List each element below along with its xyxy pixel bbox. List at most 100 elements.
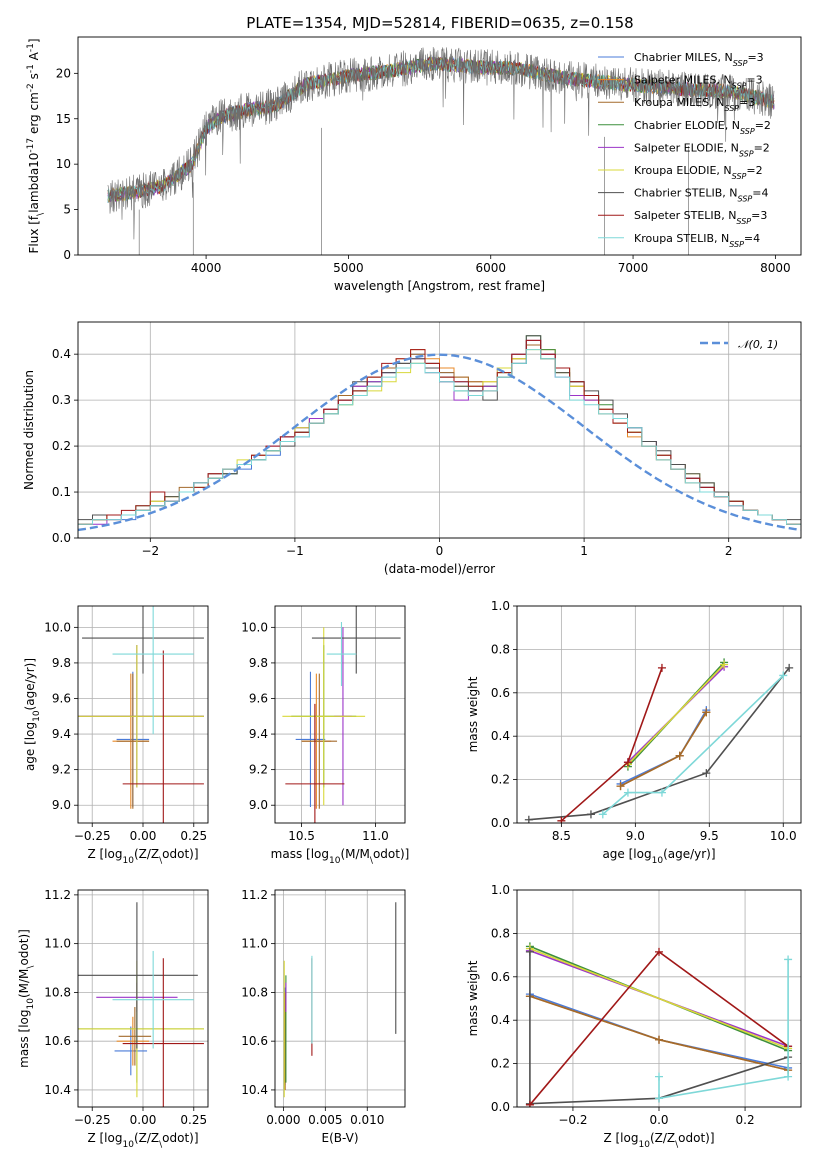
tick-label-y: 0.2	[491, 1057, 510, 1071]
weight-marker	[598, 810, 607, 819]
tick-label-x: 8.5	[552, 829, 571, 843]
legend-label: Chabrier MILES, NSSP=3	[634, 51, 764, 68]
tick-label-y: 0.2	[491, 773, 510, 787]
tick-label-y: 10	[56, 157, 71, 171]
tick-label-y: 9.8	[52, 656, 71, 670]
weight-marker	[616, 782, 625, 791]
legend-label: Chabrier ELODIE, NSSP=2	[634, 119, 771, 136]
x-axis-label: wavelength [Angstrom, rest frame]	[334, 279, 545, 293]
tick-label-y: 15	[56, 112, 71, 126]
tick-label-y: 0.6	[491, 970, 510, 984]
axes-frame	[77, 605, 209, 824]
tick-label-y: 0.8	[491, 642, 510, 656]
tick-label-x: 8000	[760, 261, 791, 275]
weight-marker	[655, 1035, 663, 1044]
tick-label-y: 0.6	[491, 686, 510, 700]
spectrum-legend: Chabrier MILES, NSSP=3 Salpeter MILES, NS…	[598, 51, 771, 248]
tick-label-y: 9.0	[249, 798, 268, 812]
errorbar-point	[116, 673, 150, 809]
tick-label-y: 9.4	[249, 727, 268, 741]
x-axis-label: (data-model)/error	[384, 562, 495, 576]
tick-label-x: 0	[436, 544, 444, 558]
tick-label-y: 0.4	[491, 1013, 510, 1027]
weight-marker	[655, 1072, 663, 1081]
histogram-series	[78, 349, 801, 538]
tick-label-x: 0.005	[308, 1113, 342, 1127]
y-axis-label: mass weight	[466, 960, 480, 1036]
tick-label-y: 10.4	[241, 1083, 268, 1097]
y-axis-label: mass [log10(M/M\odot)]	[17, 929, 36, 1068]
weight-marker	[702, 769, 711, 778]
weight-marker	[779, 671, 788, 680]
weight-marker	[675, 751, 684, 760]
errorbar-point	[114, 1026, 148, 1076]
axes-frame	[274, 605, 406, 824]
figure-title: PLATE=1354, MJD=52814, FIBERID=0635, z=0…	[246, 14, 633, 32]
metallicity-mass-panel: −0.25 0.00 0.25 10.4 10.6 10.8 11.0 11.2 Z [log1…	[17, 888, 209, 1150]
weight-series-line	[528, 667, 790, 821]
tick-label-y: 0.2	[52, 439, 71, 453]
legend-label: Kroupa ELODIE, NSSP=2	[634, 164, 763, 181]
weight-series-line	[627, 664, 725, 765]
tick-label-y: 11.0	[241, 937, 268, 951]
tick-label-y: 9.0	[52, 798, 71, 812]
weight-marker	[702, 708, 711, 717]
mass-age-panel: 10.5 11.0 9.0 9.2 9.4 9.6 9.8 10.0 mass [log10(M…	[241, 605, 409, 866]
tick-label-y: 0.0	[52, 531, 71, 545]
errorbar-point	[285, 703, 345, 823]
tick-label-y: 10.6	[44, 1034, 71, 1048]
tick-label-x: −1	[286, 544, 304, 558]
normal-curve	[78, 353, 801, 532]
weight-marker	[655, 1094, 663, 1103]
tick-label-y: 10.6	[241, 1034, 268, 1048]
tick-label-x: 0.00	[130, 1113, 157, 1127]
axes-frame	[77, 36, 802, 256]
weight-marker	[657, 788, 666, 797]
tick-label-y: 11.2	[241, 888, 268, 902]
weight-marker	[784, 1072, 793, 1081]
weight-marker	[657, 663, 666, 672]
tick-label-x: 1	[580, 544, 588, 558]
tick-label-x: 2	[725, 544, 733, 558]
errorbar-point	[311, 606, 401, 674]
tick-label-x: −0.2	[558, 1113, 587, 1127]
errorbar-point	[122, 958, 204, 1107]
tick-label-y: 0	[63, 248, 71, 262]
tick-label-y: 0.1	[52, 485, 71, 499]
errorbar-point	[122, 650, 204, 823]
tick-label-y: 0.3	[52, 393, 71, 407]
x-axis-label: Z [log10(Z/Z\odot)]	[87, 847, 198, 866]
errorbar-point	[82, 606, 204, 674]
tick-label-y: 0.0	[491, 816, 510, 830]
tick-label-x: 4000	[191, 261, 222, 275]
metallicity-weight-panel: −0.2 0.0 0.2 0.0 0.2 0.4 0.6 0.8 1.0 Z [log10(Z/Z…	[466, 883, 802, 1150]
x-axis-label: Z [log10(Z/Z\odot)]	[87, 1131, 198, 1150]
errorbar-point	[295, 671, 326, 807]
tick-label-x: 5000	[333, 261, 364, 275]
weight-marker	[524, 815, 533, 823]
tick-label-x: −2	[141, 544, 159, 558]
spectrum-panel: 4000 5000 6000 7000 8000 0 5 10 15 20 wavelength […	[26, 36, 802, 293]
tick-label-x: 9.0	[626, 829, 645, 843]
tick-label-x: 0.25	[180, 1113, 207, 1127]
tick-label-y: 0.0	[491, 1100, 510, 1114]
tick-label-y: 20	[56, 66, 71, 80]
errorbar-point	[282, 627, 366, 806]
weight-marker	[784, 955, 793, 964]
tick-label-x: 0.25	[180, 829, 207, 843]
tick-label-y: 9.2	[52, 763, 71, 777]
weight-marker	[525, 947, 534, 956]
weight-marker	[720, 660, 729, 669]
errorbar-point	[78, 902, 198, 1049]
legend-label: Kroupa STELIB, NSSP=4	[634, 232, 760, 249]
tick-label-y: 10.4	[44, 1083, 71, 1097]
spectrum-observed	[107, 46, 775, 240]
tick-label-x: 10.0	[770, 829, 797, 843]
tick-label-y: 5	[63, 203, 71, 217]
tick-label-x: 0.00	[130, 829, 157, 843]
legend-label: Salpeter ELODIE, NSSP=2	[634, 141, 770, 158]
tick-label-y: 1.0	[491, 883, 510, 897]
legend-label: Salpeter STELIB, NSSP=3	[634, 209, 767, 226]
axes-frame	[516, 605, 802, 824]
